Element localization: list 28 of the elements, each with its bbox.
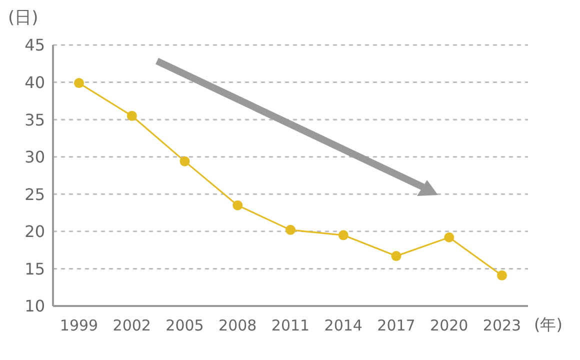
- x-axis-title: (年): [534, 315, 562, 336]
- y-tick-label: 35: [24, 110, 45, 130]
- x-tick-label: 2011: [271, 316, 310, 335]
- x-tick-label: 2005: [166, 316, 204, 335]
- y-tick-label: 45: [24, 36, 45, 55]
- point: [391, 251, 402, 262]
- y-tick-label: 20: [24, 222, 45, 242]
- x-tick-label: 2002: [112, 316, 151, 335]
- x-tick-label: 2017: [377, 316, 416, 335]
- y-tick-label: 10: [24, 296, 45, 316]
- point: [232, 200, 243, 210]
- x-tick-label: 2023: [482, 316, 522, 335]
- x-tick-label: 2020: [430, 316, 468, 335]
- y-tick-label: 25: [24, 184, 45, 204]
- y-axis-title: (日): [8, 7, 38, 29]
- point: [338, 230, 348, 240]
- y-tick-label: 30: [24, 148, 45, 167]
- y-tick-label: 15: [24, 259, 45, 278]
- point: [180, 156, 190, 166]
- y-tick-label: 40: [24, 72, 45, 92]
- point: [286, 224, 296, 235]
- x-tick-label: 2008: [218, 316, 257, 335]
- point: [74, 78, 84, 88]
- point: [444, 232, 454, 242]
- x-tick-label: 2014: [324, 316, 362, 335]
- point: [497, 270, 507, 280]
- point: [126, 110, 137, 121]
- x-tick-label: 1999: [60, 316, 98, 335]
